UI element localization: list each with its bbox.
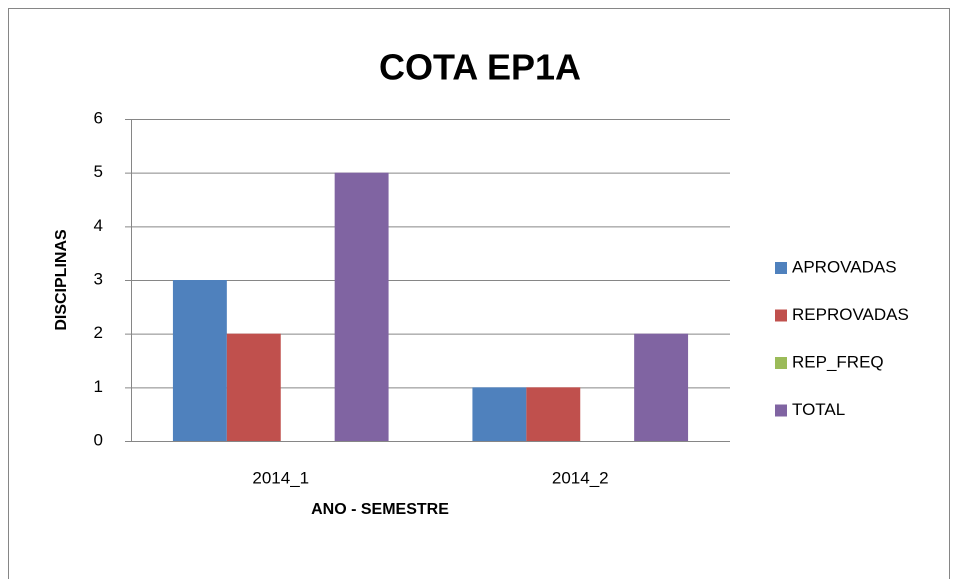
y-tick-label: 3: [94, 269, 103, 288]
bar: [526, 387, 581, 441]
bar: [472, 387, 527, 441]
bar: [172, 280, 227, 441]
y-tick-label: 5: [94, 162, 103, 181]
bar: [634, 333, 689, 441]
legend-label: REPROVADAS: [792, 305, 909, 324]
legend-swatch: [775, 262, 787, 274]
y-tick-label: 6: [94, 108, 103, 127]
legend-swatch: [775, 357, 787, 369]
legend-label: REP_FREQ: [792, 352, 884, 371]
legend-label: TOTAL: [792, 400, 845, 419]
legend-swatch: [775, 309, 787, 322]
bar: [334, 172, 389, 441]
legend-label: APROVADAS: [792, 257, 897, 276]
y-tick-label: 2: [94, 323, 103, 342]
chart-title: COTA EP1A: [379, 47, 581, 88]
y-tick-label: 0: [94, 430, 103, 449]
bar: [226, 333, 281, 441]
y-tick-label: 1: [94, 377, 103, 396]
x-tick-label: 2014_1: [252, 468, 309, 487]
chart-frame: [8, 8, 950, 579]
y-tick-label: 4: [94, 216, 103, 235]
y-axis-label: DISCIPLINAS: [53, 229, 70, 331]
x-tick-label: 2014_2: [552, 468, 609, 487]
x-axis-label: ANO - SEMESTRE: [311, 501, 449, 518]
legend-swatch: [775, 404, 787, 417]
